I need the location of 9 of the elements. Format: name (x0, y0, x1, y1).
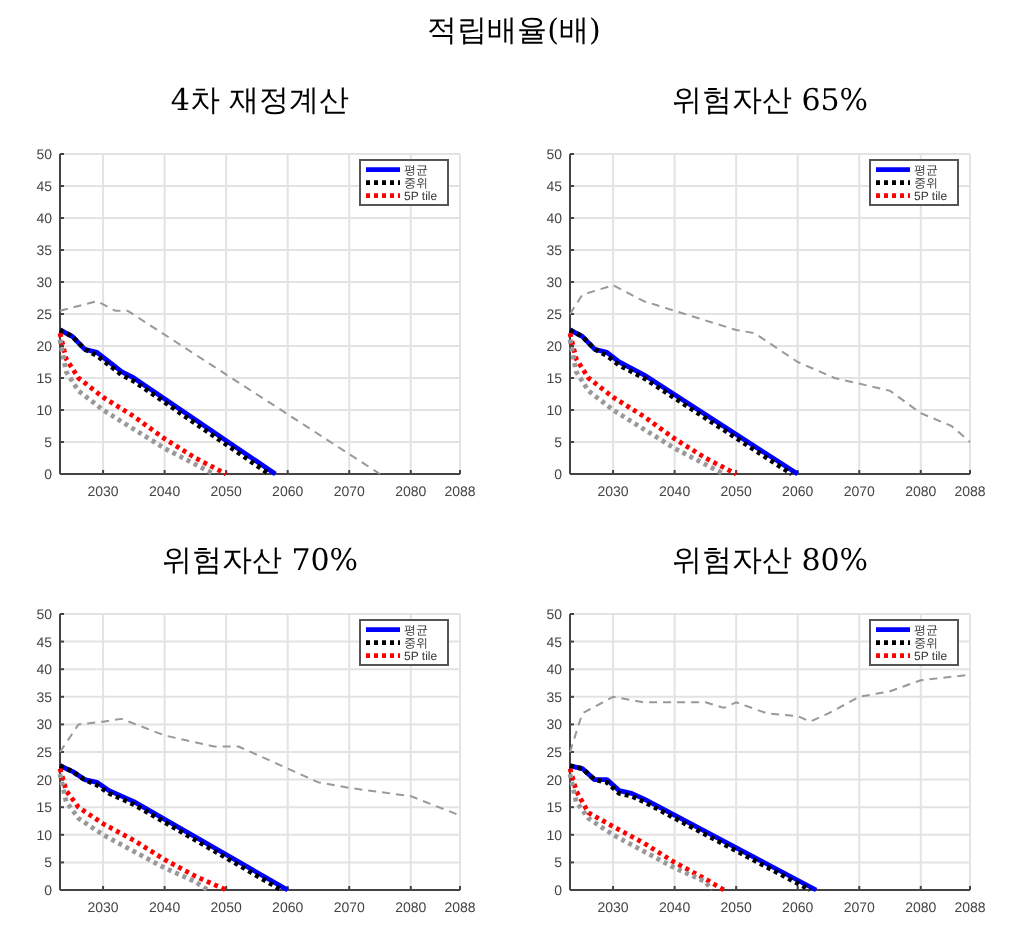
line-series (59, 300, 381, 475)
chart-title: 4차 재정계산 (170, 82, 350, 118)
chart-title: 위험자산 65% (671, 82, 869, 118)
chart-title: 위험자산 80% (671, 542, 869, 578)
line-series (569, 284, 971, 443)
chart-title: 위험자산 70% (161, 542, 359, 578)
line-series (59, 717, 461, 817)
text: 적립배율(배) (427, 12, 601, 48)
line-series (569, 673, 971, 753)
